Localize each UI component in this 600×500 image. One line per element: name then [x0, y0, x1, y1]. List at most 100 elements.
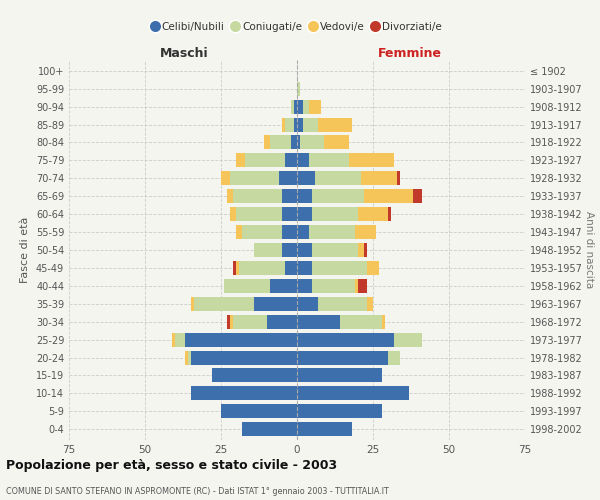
Text: Femmine: Femmine: [377, 47, 442, 60]
Bar: [312, 189, 364, 203]
Bar: [309, 154, 349, 168]
Bar: [285, 118, 294, 132]
Bar: [297, 297, 318, 311]
Bar: [172, 332, 175, 346]
Bar: [291, 100, 294, 114]
Bar: [340, 314, 382, 328]
Bar: [309, 225, 355, 239]
Bar: [269, 279, 297, 293]
Bar: [245, 154, 285, 168]
Bar: [297, 136, 300, 149]
Bar: [297, 189, 312, 203]
Text: Maschi: Maschi: [160, 47, 209, 60]
Bar: [318, 118, 352, 132]
Bar: [269, 136, 291, 149]
Bar: [297, 225, 309, 239]
Bar: [300, 136, 325, 149]
Bar: [312, 243, 358, 257]
Bar: [312, 279, 355, 293]
Bar: [297, 118, 303, 132]
Bar: [282, 189, 297, 203]
Bar: [230, 314, 233, 328]
Bar: [297, 350, 388, 364]
Bar: [388, 207, 391, 221]
Bar: [254, 297, 297, 311]
Bar: [325, 136, 349, 149]
Bar: [191, 350, 297, 364]
Bar: [227, 314, 230, 328]
Bar: [242, 422, 297, 436]
Bar: [194, 297, 254, 311]
Bar: [230, 172, 279, 185]
Bar: [239, 261, 285, 275]
Bar: [175, 332, 185, 346]
Bar: [191, 297, 194, 311]
Bar: [282, 225, 297, 239]
Bar: [303, 100, 309, 114]
Bar: [315, 172, 361, 185]
Bar: [297, 172, 315, 185]
Bar: [227, 189, 233, 203]
Bar: [221, 404, 297, 418]
Bar: [279, 172, 297, 185]
Bar: [364, 243, 367, 257]
Bar: [361, 172, 397, 185]
Bar: [297, 368, 382, 382]
Bar: [355, 225, 376, 239]
Bar: [185, 332, 297, 346]
Bar: [291, 136, 297, 149]
Bar: [309, 100, 322, 114]
Bar: [297, 279, 312, 293]
Bar: [254, 243, 282, 257]
Bar: [303, 118, 318, 132]
Bar: [263, 136, 269, 149]
Bar: [297, 243, 312, 257]
Bar: [312, 207, 358, 221]
Bar: [266, 314, 297, 328]
Bar: [242, 225, 282, 239]
Bar: [236, 225, 242, 239]
Bar: [297, 314, 340, 328]
Bar: [349, 154, 394, 168]
Bar: [394, 332, 422, 346]
Bar: [285, 261, 297, 275]
Bar: [185, 350, 188, 364]
Bar: [358, 207, 388, 221]
Bar: [367, 261, 379, 275]
Bar: [318, 297, 367, 311]
Bar: [297, 332, 394, 346]
Bar: [236, 207, 282, 221]
Bar: [282, 118, 285, 132]
Bar: [367, 297, 373, 311]
Bar: [297, 207, 312, 221]
Y-axis label: Anni di nascita: Anni di nascita: [584, 212, 594, 288]
Bar: [233, 261, 236, 275]
Bar: [297, 404, 382, 418]
Bar: [188, 350, 191, 364]
Bar: [413, 189, 422, 203]
Bar: [212, 368, 297, 382]
Bar: [221, 172, 230, 185]
Bar: [382, 314, 385, 328]
Bar: [294, 100, 297, 114]
Legend: Celibi/Nubili, Coniugati/e, Vedovi/e, Divorziati/e: Celibi/Nubili, Coniugati/e, Vedovi/e, Di…: [150, 20, 444, 34]
Bar: [358, 279, 367, 293]
Bar: [388, 350, 400, 364]
Bar: [397, 172, 400, 185]
Bar: [297, 261, 312, 275]
Bar: [312, 261, 367, 275]
Y-axis label: Fasce di età: Fasce di età: [20, 217, 30, 283]
Text: COMUNE DI SANTO STEFANO IN ASPROMONTE (RC) - Dati ISTAT 1° gennaio 2003 - TUTTIT: COMUNE DI SANTO STEFANO IN ASPROMONTE (R…: [6, 487, 389, 496]
Text: Popolazione per età, sesso e stato civile - 2003: Popolazione per età, sesso e stato civil…: [6, 460, 337, 472]
Bar: [285, 154, 297, 168]
Bar: [297, 386, 409, 400]
Bar: [355, 279, 358, 293]
Bar: [294, 118, 297, 132]
Bar: [233, 314, 266, 328]
Bar: [236, 261, 239, 275]
Bar: [224, 279, 269, 293]
Bar: [297, 82, 300, 96]
Bar: [282, 243, 297, 257]
Bar: [230, 207, 236, 221]
Bar: [297, 422, 352, 436]
